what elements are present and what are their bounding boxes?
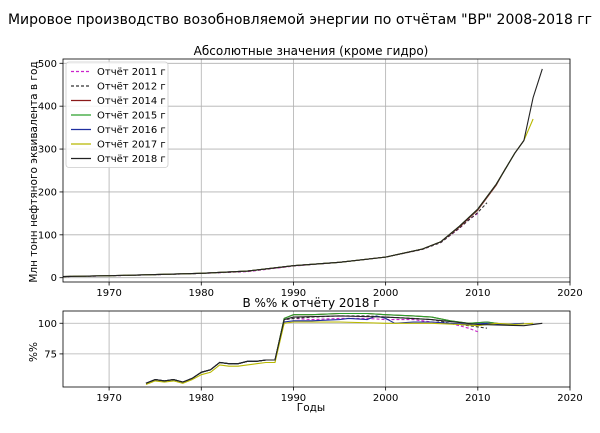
top-y-axis-label: Млн тонн нефтяного эквивалента в год xyxy=(28,61,40,282)
x-tick-label: 1980 xyxy=(189,393,214,404)
x-tick-label: 1970 xyxy=(96,288,121,299)
x-tick-label: 1970 xyxy=(96,393,121,404)
series-line xyxy=(145,321,534,386)
x-tick-label: 2000 xyxy=(373,393,398,404)
y-tick-label: 100 xyxy=(38,230,57,241)
series-line xyxy=(145,317,479,384)
legend-box xyxy=(65,61,169,168)
legend-entry: Отчёт 2016 г xyxy=(97,125,166,136)
top-plot-frame xyxy=(62,58,571,283)
legend-entry: Отчёт 2011 г xyxy=(97,67,166,78)
x-tick-label: 1980 xyxy=(189,288,214,299)
series-line xyxy=(62,212,479,278)
y-tick-label: 0 xyxy=(51,273,57,284)
y-tick-label: 100 xyxy=(38,319,57,330)
y-tick-label: 200 xyxy=(38,187,57,198)
y-tick-label: 400 xyxy=(38,102,57,113)
x-tick-label: 1990 xyxy=(281,288,306,299)
series-line xyxy=(62,202,488,278)
top-chart-title: Абсолютные значения (кроме гидро) xyxy=(194,44,429,58)
absolute-values-chart: Абсолютные значения (кроме гидро) Млн то… xyxy=(28,44,583,299)
top-series-lines xyxy=(62,68,543,278)
y-tick-label: 500 xyxy=(38,59,57,70)
percent-chart: В %% к отчёту 2018 г %% Годы 1970 1980 199… xyxy=(28,296,583,414)
y-tick-label: 300 xyxy=(38,145,57,156)
bottom-x-axis-label: Годы xyxy=(297,402,325,414)
bottom-tick-labels: 1970 1980 1990 2000 2010 2020 75 100 xyxy=(38,319,583,404)
series-line xyxy=(145,315,543,384)
bottom-chart-title: В %% к отчёту 2018 г xyxy=(242,296,379,310)
x-tick-label: 2020 xyxy=(557,393,582,404)
x-tick-label: 2000 xyxy=(373,288,398,299)
series-line xyxy=(62,153,516,278)
series-line xyxy=(145,315,488,384)
x-tick-label: 1990 xyxy=(281,393,306,404)
bottom-plot-frame xyxy=(62,310,571,388)
x-tick-label: 2010 xyxy=(465,288,490,299)
legend-entry: Отчёт 2012 г xyxy=(97,82,166,93)
top-tick-labels: 1970 1980 1990 2000 2010 2020 0 100 200 300 400 500 xyxy=(38,59,583,299)
y-tick-label: 75 xyxy=(44,349,57,360)
bottom-y-axis-label: %% xyxy=(28,342,40,362)
series-line xyxy=(62,168,506,278)
bottom-series-lines xyxy=(145,312,543,386)
legend-entry: Отчёт 2015 г xyxy=(97,111,166,122)
legend-entry: Отчёт 2014 г xyxy=(97,96,166,107)
x-tick-label: 2020 xyxy=(557,288,582,299)
legend: Отчёт 2011 г Отчёт 2012 г Отчёт 2014 г Отчё… xyxy=(65,61,169,168)
series-line xyxy=(62,68,543,278)
legend-entry: Отчёт 2018 г xyxy=(97,154,166,165)
x-tick-label: 2010 xyxy=(465,393,490,404)
figure-title: Мировое производство возобновляемой энер… xyxy=(8,12,592,28)
legend-entry: Отчёт 2017 г xyxy=(97,140,166,151)
